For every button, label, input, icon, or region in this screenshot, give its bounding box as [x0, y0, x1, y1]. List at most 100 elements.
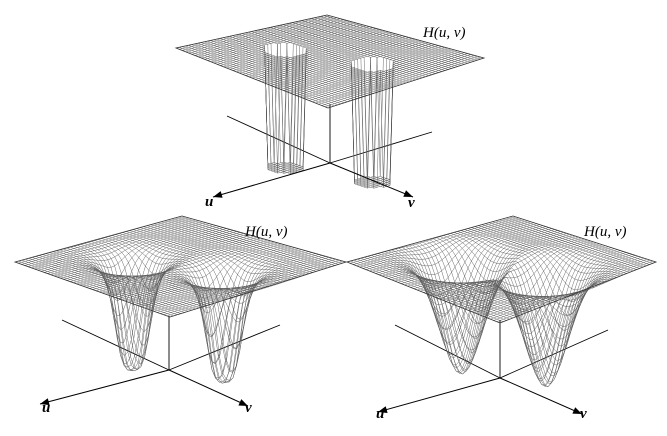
- mesh-line: [369, 222, 534, 287]
- mesh-line: [194, 20, 347, 56]
- mesh-line: [356, 218, 522, 267]
- u-axis-arrowhead: [40, 398, 50, 406]
- mesh-line: [433, 241, 594, 310]
- mesh-line: [153, 257, 329, 312]
- mesh-line: [293, 47, 449, 189]
- mesh-line: [458, 249, 618, 384]
- mesh-line: [21, 217, 189, 265]
- mesh-line: [105, 242, 278, 295]
- mesh-line: [144, 254, 319, 309]
- mesh-line: [362, 220, 528, 269]
- plane-edge: [345, 215, 658, 324]
- mesh-line: [372, 223, 537, 300]
- axes-back: [226, 104, 433, 164]
- mesh-line: [388, 250, 540, 309]
- mesh-line: [258, 38, 413, 81]
- u-axis-label: u: [376, 406, 384, 422]
- mesh-line: [157, 258, 333, 313]
- mesh-line: [477, 255, 636, 316]
- mesh-line: [79, 235, 251, 290]
- axes-front: [39, 369, 249, 407]
- mesh-line: [163, 259, 340, 315]
- surface-title: H(u, v): [244, 224, 287, 240]
- mesh-line: [69, 232, 241, 358]
- mesh-line: [452, 247, 612, 386]
- mesh-line: [474, 254, 633, 327]
- mesh-line: [204, 22, 357, 60]
- mesh-line: [27, 219, 196, 267]
- mesh-line: [220, 27, 373, 172]
- mesh-line: [436, 242, 597, 325]
- mesh-line: [92, 238, 265, 290]
- surface-title: H(u, v): [583, 224, 626, 240]
- mesh-line: [63, 230, 234, 372]
- mesh-line: [448, 246, 609, 379]
- mesh-line: [401, 232, 564, 362]
- mesh-line: [461, 250, 621, 377]
- mesh-line: [229, 29, 383, 174]
- mesh-line: [182, 16, 334, 51]
- mesh-line: [359, 219, 525, 268]
- mesh-line: [324, 56, 481, 108]
- mesh-line: [270, 41, 426, 181]
- mesh-line: [76, 234, 247, 307]
- mesh-line: [413, 235, 576, 312]
- v-axis-label: v: [408, 195, 415, 211]
- mesh-line: [388, 228, 552, 369]
- v-axis: [329, 162, 414, 198]
- mesh-line: [161, 221, 325, 270]
- mesh-line: [34, 221, 203, 270]
- mesh-line: [31, 220, 200, 269]
- axes-front: [212, 162, 414, 198]
- mesh-line: [40, 223, 210, 272]
- surface-mesh: [13, 215, 348, 384]
- mesh-line: [127, 249, 302, 383]
- mesh-line: [283, 45, 439, 187]
- u-axis: [39, 369, 170, 405]
- mesh-line: [60, 229, 230, 371]
- mesh-line: [50, 226, 220, 331]
- mesh-line: [423, 238, 585, 293]
- panel-ideal: H(u, v) u v: [174, 14, 486, 211]
- mesh-line: [407, 233, 570, 338]
- mesh-line: [207, 23, 360, 165]
- v-axis-back: [499, 329, 609, 379]
- mesh-line: [232, 30, 386, 174]
- axes-front: [377, 377, 583, 415]
- mesh-line: [286, 46, 442, 188]
- mesh-line: [312, 53, 468, 103]
- mesh-line: [210, 24, 364, 167]
- axes-back: [394, 320, 609, 379]
- mesh-line: [410, 234, 573, 325]
- panel-butterworth: H(u, v) u v: [13, 215, 348, 416]
- u-axis: [377, 377, 501, 413]
- v-axis-label: v: [580, 406, 587, 422]
- mesh-line: [480, 256, 639, 316]
- plane-edge: [174, 14, 486, 109]
- mesh-line: [140, 253, 316, 307]
- mesh-line: [350, 216, 517, 264]
- mesh-line: [255, 37, 409, 80]
- v-axis: [168, 369, 249, 407]
- mesh-line: [464, 251, 624, 366]
- mesh-line: [198, 21, 350, 58]
- mesh-line: [429, 240, 591, 298]
- mesh-line: [487, 257, 645, 319]
- mesh-line: [496, 260, 654, 322]
- mesh-line: [239, 32, 393, 74]
- mesh-line: [217, 26, 370, 170]
- panel-gaussian: H(u, v) u v: [345, 215, 658, 422]
- mesh-line: [426, 239, 588, 295]
- mesh-line: [353, 217, 520, 265]
- mesh-line: [375, 224, 540, 315]
- mesh-line: [404, 233, 567, 351]
- mesh-line: [455, 248, 615, 387]
- v-axis: [499, 377, 583, 415]
- u-axis-back: [61, 319, 170, 371]
- mesh-line: [397, 231, 561, 371]
- mesh-line: [24, 218, 193, 266]
- mesh-line: [302, 50, 458, 99]
- mesh-line: [115, 245, 288, 364]
- v-axis-label: v: [245, 400, 252, 416]
